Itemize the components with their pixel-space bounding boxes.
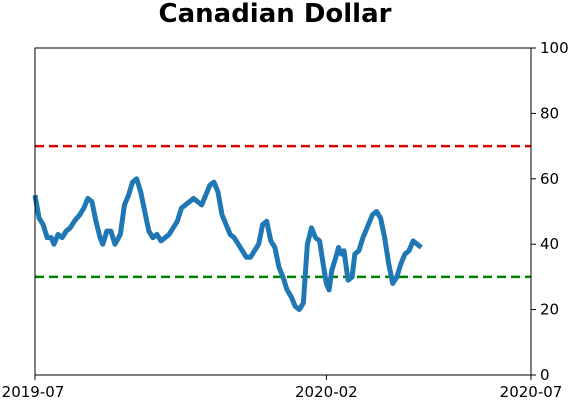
- series-layer: [32, 176, 423, 313]
- chart-title: Canadian Dollar: [159, 0, 392, 29]
- x-tick-label-2020-02: 2020-02: [295, 383, 358, 401]
- y-tick-label-0: 0: [540, 366, 550, 384]
- y-tick-label-60: 60: [540, 170, 559, 188]
- y-tick-label-80: 80: [540, 104, 559, 122]
- y-tick-label-40: 40: [540, 235, 559, 253]
- x-tick-label-2020-07: 2020-07: [500, 383, 563, 401]
- x-tick-label-2019-07: 2019-07: [2, 383, 65, 401]
- y-tick-label-100: 100: [540, 39, 569, 57]
- series-line-0: [32, 176, 423, 313]
- y-tick-label-20: 20: [540, 301, 559, 319]
- y-axis: 0 20 40 60 80 100: [531, 39, 569, 384]
- x-axis: 2019-07 2020-02 2020-07: [2, 375, 563, 401]
- plot-frame: [34, 47, 532, 376]
- reference-lines: [35, 144, 531, 279]
